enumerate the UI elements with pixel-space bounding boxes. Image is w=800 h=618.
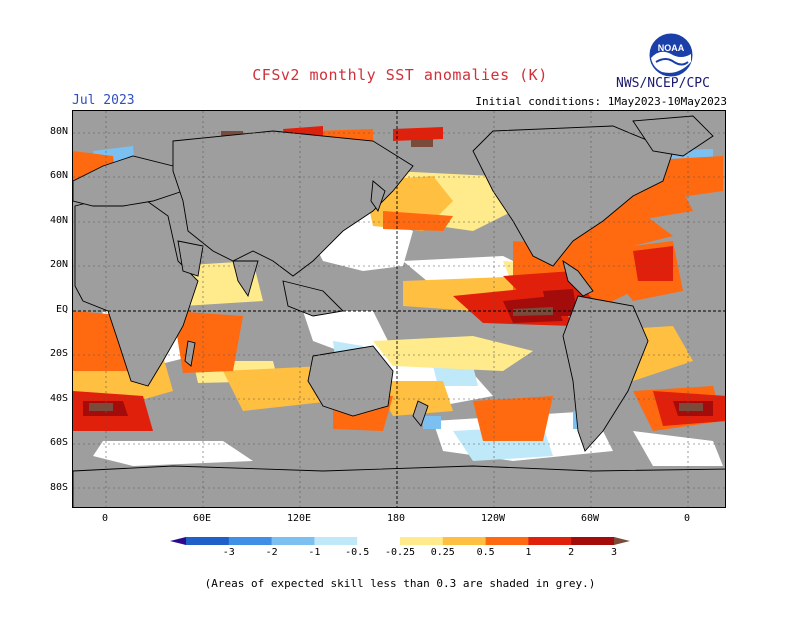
lat-label-60s: 60S <box>49 437 68 448</box>
colorbar-tick-label: 0.25 <box>430 547 455 558</box>
colorbar-tick-label: 1 <box>525 547 532 558</box>
colorbar-tick-label: 0.5 <box>476 547 495 558</box>
colorbar-tick-label: -1 <box>308 547 321 558</box>
asia <box>172 130 414 277</box>
lat-label-20n: 20N <box>49 259 68 270</box>
lon-label-120w: 120W <box>480 513 506 524</box>
lat-label-80s: 80S <box>49 482 68 493</box>
lon-label-180: 180 <box>386 513 406 524</box>
colorbar-tick-label: 2 <box>568 547 575 558</box>
lat-label-60n: 60N <box>49 170 68 181</box>
greenland <box>632 115 714 157</box>
equator-dateline <box>73 111 725 507</box>
lat-lon-grid <box>73 111 725 507</box>
colorbar-segment <box>271 537 315 545</box>
antarctica <box>73 465 725 507</box>
colorbar-segment <box>357 537 401 545</box>
colorbar-segment <box>571 537 615 545</box>
south-america <box>562 295 649 452</box>
colorbar-below-triangle <box>170 537 186 545</box>
lon-label-0: 0 <box>101 513 109 524</box>
colorbar-tick-label: -3 <box>222 547 235 558</box>
sst-anomaly-map <box>72 110 726 508</box>
lat-label-80n: 80N <box>49 126 68 137</box>
colorbar-above-triangle <box>614 537 630 545</box>
colorbar-segment <box>186 537 230 545</box>
colorbar-segment <box>314 537 358 545</box>
colorbar-segment <box>228 537 273 545</box>
skill-note: (Areas of expected skill less than 0.3 a… <box>204 577 596 590</box>
lat-label-40n: 40N <box>49 215 68 226</box>
colorbar <box>170 533 630 549</box>
colorbar-segment <box>400 537 444 545</box>
map-title: CFSv2 monthly SST anomalies (K) <box>252 66 548 84</box>
lon-label-120e: 120E <box>286 513 312 524</box>
initial-conditions: Initial conditions: 1May2023-10May2023 <box>475 95 727 108</box>
forecast-month: Jul 2023 <box>72 93 135 108</box>
organization-label: NWS/NCEP/CPC <box>616 76 710 91</box>
colorbar-tick-label: -0.25 <box>384 547 416 558</box>
logo-wordmark: NOAA <box>658 43 685 53</box>
africa <box>74 190 199 387</box>
colorbar-segment <box>528 537 572 545</box>
australia <box>307 345 394 417</box>
lat-label-eq: EQ <box>55 304 68 315</box>
colorbar-segment <box>485 537 529 545</box>
noaa-logo: NOAA <box>648 32 694 78</box>
colorbar-tick-label: -0.5 <box>345 547 370 558</box>
continents <box>73 115 725 507</box>
colorbar-labels: -3 -2 -1 -0.5 -0.25 0.25 0.5 1 2 3 <box>170 547 630 561</box>
lat-label-40s: 40S <box>49 393 68 404</box>
lat-label-20s: 20S <box>49 348 68 359</box>
lon-label-60e: 60E <box>192 513 212 524</box>
colorbar-segment <box>442 537 487 545</box>
colorbar-tick-label: -2 <box>265 547 278 558</box>
lon-label-0-east: 0 <box>683 513 691 524</box>
colorbar-tick-label: 3 <box>610 547 618 558</box>
europe <box>73 155 184 207</box>
lon-label-60w: 60W <box>580 513 600 524</box>
